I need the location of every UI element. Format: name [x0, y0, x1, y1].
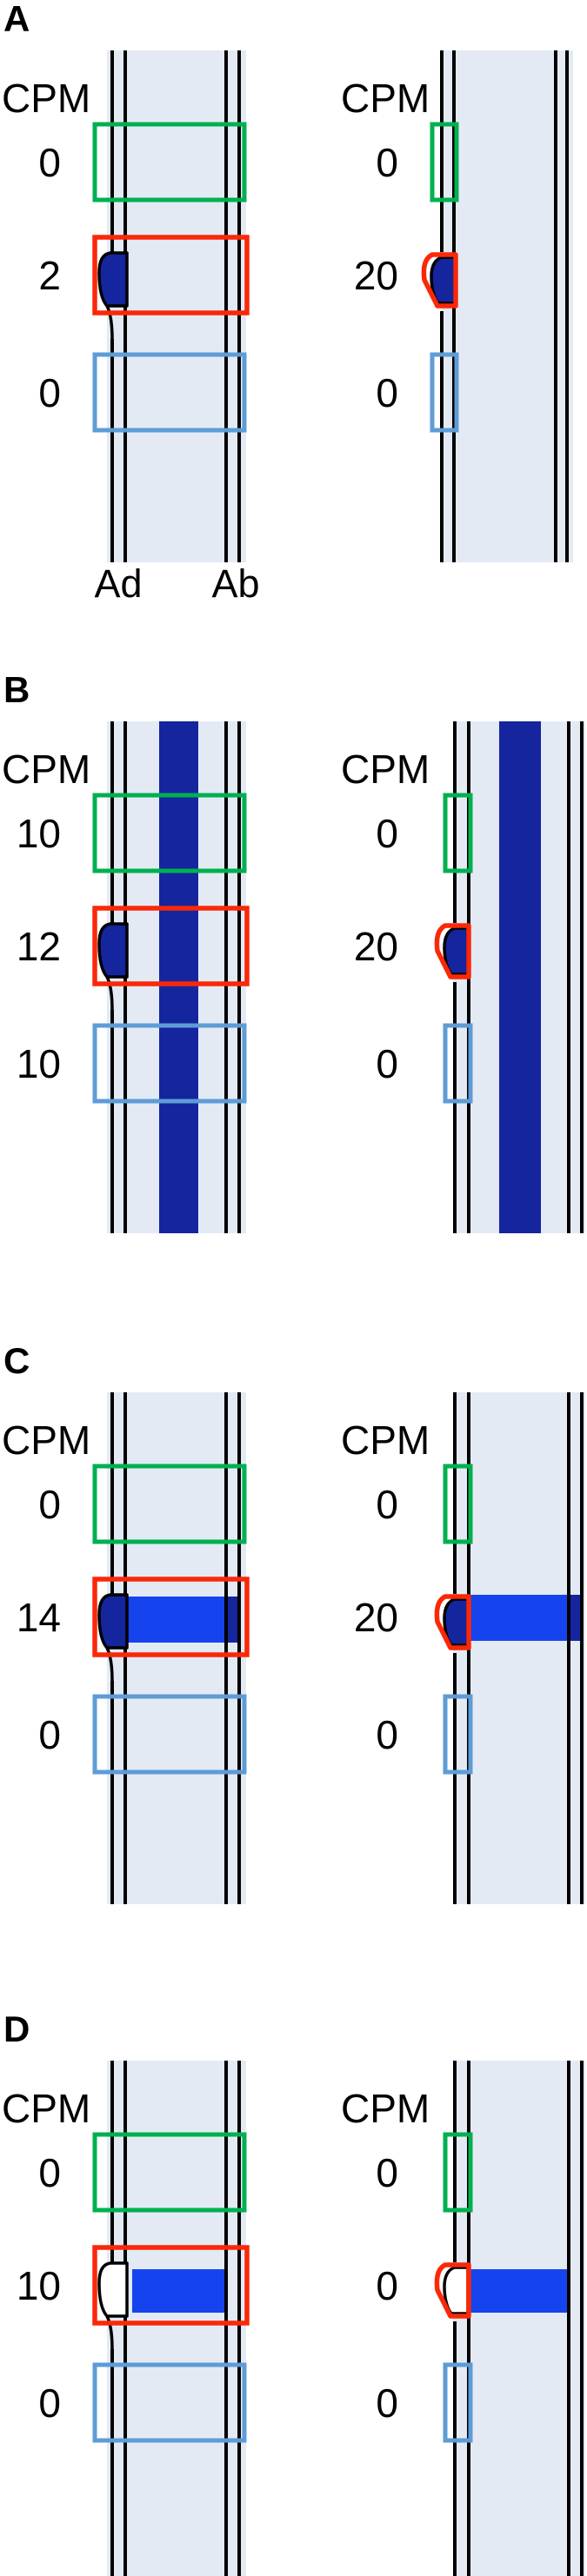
cpm-value-red: 0 [376, 2263, 398, 2308]
cpm-value-green: 0 [376, 811, 398, 856]
panel-A [92, 50, 573, 562]
wall-label-ad: Ad [94, 561, 143, 606]
panel-C-right-vessel [437, 1392, 585, 1904]
panel-D-right-vessel [437, 2061, 585, 2576]
isotope-stripe [499, 721, 541, 1233]
panel-D-left-vessel [92, 2061, 250, 2576]
red-roi-box [92, 235, 250, 315]
panel-B-left-vessel [92, 721, 250, 1233]
cpm-value-red: 10 [16, 2263, 61, 2308]
green-roi-box [92, 2132, 247, 2213]
green-roi-box [92, 793, 247, 873]
cpm-value-red: 2 [38, 253, 61, 298]
green-roi-box [430, 122, 459, 202]
cpm-value-green: 10 [16, 811, 61, 856]
blue-roi-box [443, 1694, 473, 1775]
cpm-label: CPM [341, 2086, 430, 2131]
panel-D [92, 2061, 585, 2576]
vessel-lumen [107, 50, 246, 562]
cpm-value-blue: 0 [376, 2380, 398, 2426]
green-roi-box [92, 122, 247, 202]
cpm-value-blue: 0 [38, 2380, 61, 2426]
panel-A-left-vessel [92, 50, 250, 562]
green-roi-box [443, 793, 473, 873]
panel-B [92, 721, 585, 1233]
cpm-value-blue: 0 [376, 1041, 398, 1086]
panel-label-C: C [3, 1340, 30, 1381]
isotope-band [132, 2269, 224, 2313]
panel-C-left-vessel [92, 1392, 250, 1904]
green-roi-box [92, 1464, 247, 1544]
cpm-value-green: 0 [38, 2150, 61, 2195]
panel-label-B: B [3, 669, 30, 710]
isotope-band [470, 1595, 569, 1641]
vessel-lumen [441, 50, 573, 562]
panel-C [92, 1392, 585, 1904]
cpm-value-blue: 0 [376, 370, 398, 415]
blue-roi-box [92, 2362, 247, 2443]
cpm-value-green: 0 [376, 140, 398, 185]
cpm-value-red: 20 [353, 253, 398, 298]
cpm-value-red: 12 [16, 924, 61, 969]
panel-label-D: D [3, 2008, 30, 2049]
cpm-value-blue: 10 [16, 1041, 61, 1086]
green-roi-box [443, 2132, 473, 2213]
isotope-band-wall-segment [569, 1595, 581, 1641]
blue-roi-box [443, 2362, 473, 2443]
panel-label-A: A [3, 0, 30, 39]
vessel-wall-lines [110, 2061, 241, 2576]
vessel-lumen [453, 2061, 585, 2576]
cpm-label: CPM [341, 76, 430, 121]
isotope-stripe [159, 721, 198, 1233]
cpm-value-blue: 0 [38, 1712, 61, 1757]
cpm-label: CPM [2, 2086, 91, 2131]
cpm-label: CPM [2, 1417, 91, 1463]
cpm-value-green: 0 [38, 140, 61, 185]
panel-A-right-vessel [424, 50, 573, 562]
cpm-value-green: 0 [38, 1482, 61, 1527]
blue-roi-box [443, 1023, 473, 1104]
cpm-value-green: 0 [376, 1482, 398, 1527]
blue-roi-box [92, 1023, 247, 1104]
vessel-lumen [107, 1392, 246, 1904]
cpm-label: CPM [2, 747, 91, 792]
cpm-value-red: 14 [16, 1595, 61, 1640]
cpm-label: CPM [341, 1417, 430, 1463]
cpm-value-red: 20 [353, 1595, 398, 1640]
red-roi-box [92, 2245, 250, 2326]
cpm-label: CPM [2, 76, 91, 121]
vessel-lumen [453, 1392, 585, 1904]
panel-B-right-vessel [437, 721, 585, 1233]
green-roi-box [443, 1464, 473, 1544]
red-roi-box [92, 906, 250, 986]
wall-label-ab: Ab [211, 561, 260, 606]
blue-roi-box [92, 1694, 247, 1775]
vessel-lumen [107, 2061, 246, 2576]
blue-roi-box [92, 352, 247, 433]
isotope-band [127, 1597, 224, 1643]
cpm-label: CPM [341, 747, 430, 792]
cpm-value-red: 20 [353, 924, 398, 969]
cpm-value-blue: 0 [38, 370, 61, 415]
blue-roi-box [430, 352, 459, 433]
red-roi-box [92, 1577, 250, 1657]
isotope-band [470, 2269, 569, 2313]
cpm-value-blue: 0 [376, 1712, 398, 1757]
cpm-value-green: 0 [376, 2150, 398, 2195]
